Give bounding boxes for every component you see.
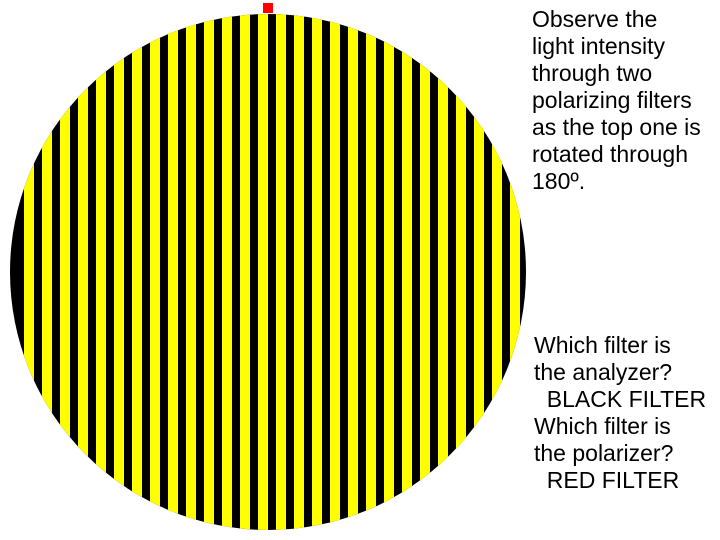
text-line: through two (532, 60, 701, 87)
text-line: BLACK FILTER (534, 386, 706, 413)
question-answer-text: Which filter isthe analyzer? BLACK FILTE… (534, 332, 706, 494)
stage: Observe thelight intensitythrough twopol… (0, 0, 720, 540)
text-line: light intensity (532, 33, 701, 60)
text-line: as the top one is (532, 114, 701, 141)
instruction-text: Observe thelight intensitythrough twopol… (532, 6, 701, 195)
text-line: the polarizer? (534, 440, 706, 467)
text-line: 180º. (532, 168, 701, 195)
polarizer-svg (8, 12, 528, 532)
text-line: RED FILTER (534, 467, 706, 494)
text-line: rotated through (532, 141, 701, 168)
polarizer-figure (8, 12, 528, 537)
top-marker-icon (263, 3, 273, 13)
text-line: Which filter is (534, 413, 706, 440)
text-line: polarizing filters (532, 87, 701, 114)
text-line: Observe the (532, 6, 701, 33)
text-line: the analyzer? (534, 359, 706, 386)
text-line: Which filter is (534, 332, 706, 359)
